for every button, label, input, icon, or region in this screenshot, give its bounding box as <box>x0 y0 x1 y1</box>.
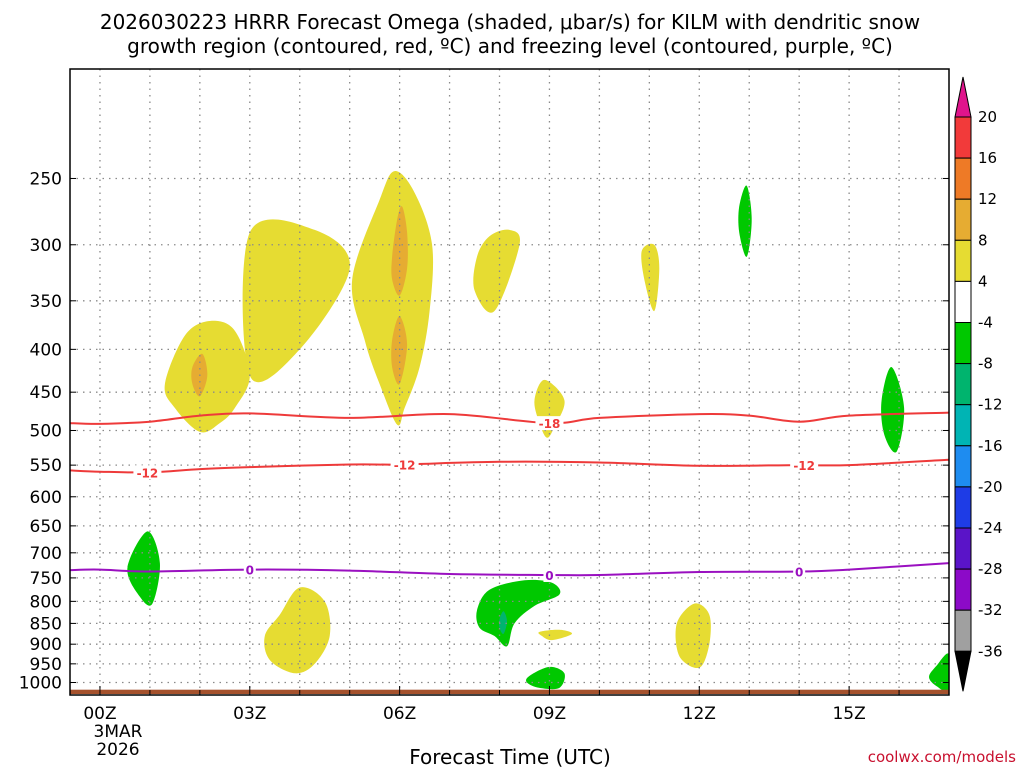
surface-terrain-band <box>70 689 949 694</box>
omega-pos-11 <box>391 206 408 296</box>
colorbar-swatch-5 <box>954 322 972 365</box>
x-tick-label-09Z: 09Z <box>533 704 566 724</box>
omega-pos-12 <box>391 316 408 385</box>
omega-neg-5 <box>526 666 565 690</box>
contour-label-dgz-lower-2: -12 <box>793 459 815 473</box>
colorbar-swatch-3 <box>954 239 972 282</box>
contour-label-dgz-lower-0: -12 <box>137 466 159 480</box>
contour-dgz-upper <box>69 411 950 425</box>
y-tick-label-600: 600 <box>30 488 62 508</box>
omega-pos-7 <box>264 587 331 674</box>
credit-text: coolwx.com/models <box>868 748 1016 766</box>
y-tick-label-550: 550 <box>30 456 62 476</box>
colorbar-label-10: -24 <box>978 519 1003 537</box>
x-tick-label-03Z: 03Z <box>233 704 266 724</box>
contour-label-bg-freezing-level-2 <box>793 564 806 579</box>
surface-terrain-layer <box>70 689 949 694</box>
x-axis-label: Forecast Time (UTC) <box>409 745 611 768</box>
y-tick-label-800: 800 <box>30 592 62 612</box>
contour-label-freezing-level-2: 0 <box>795 566 803 580</box>
y-tick-label-300: 300 <box>30 236 62 256</box>
y-tick-label-500: 500 <box>30 421 62 441</box>
colorbar-label-12: -32 <box>978 601 1003 619</box>
y-tick-label-1000: 1000 <box>19 673 62 693</box>
colorbar-swatch-4 <box>954 280 972 323</box>
colorbar-label-8: -16 <box>978 437 1003 455</box>
contour-label-bg-dgz-lower-2 <box>790 458 819 473</box>
colorbar-label-13: -36 <box>978 642 1003 660</box>
contour-label-freezing-level-1: 0 <box>545 569 553 583</box>
chart-title-line1: 2026030223 HRRR Forecast Omega (shaded, … <box>100 10 920 34</box>
colorbar-swatch-8 <box>954 445 972 488</box>
omega-neg-2 <box>738 185 752 257</box>
contour-label-dgz-upper-0: -18 <box>539 417 561 431</box>
omega-pos-9 <box>675 603 711 669</box>
y-tick-label-950: 950 <box>30 655 62 675</box>
plot-frame <box>69 68 950 696</box>
date-label-year: 2026 <box>96 740 139 760</box>
colorbar-swatch-1 <box>954 157 972 200</box>
colorbar-swatch-10 <box>954 527 972 570</box>
colorbar-label-7: -12 <box>978 396 1003 414</box>
contour-lines: -18 -12 -12 -12 0 0 0 <box>69 411 950 583</box>
contour-label-bg-dgz-lower-1 <box>390 457 419 472</box>
contour-label-dgz-lower-1: -12 <box>394 458 416 472</box>
colorbar-label-4: 4 <box>978 272 988 290</box>
x-tick-label-15Z: 15Z <box>832 704 865 724</box>
contour-label-bg-freezing-level-1 <box>543 567 556 582</box>
colorbar-swatch-12 <box>954 609 972 652</box>
omega-pos-4 <box>473 229 520 313</box>
colorbar-swatch-11 <box>954 568 972 611</box>
colorbar: 20 16 12 8 4 -4 -8 -12 -16 -20 -24 -28 -32 -36 <box>954 76 1003 692</box>
y-axis-ticks: 2503003504004505005506006507007508008509… <box>19 169 949 693</box>
y-tick-label-450: 450 <box>30 383 62 403</box>
x-tick-label-12Z: 12Z <box>683 704 716 724</box>
colorbar-swatch-9 <box>954 486 972 529</box>
omega-pos-5 <box>641 243 660 312</box>
date-label-month: 3MAR <box>94 722 143 742</box>
colorbar-label-2: 12 <box>978 190 997 208</box>
omega-pos-8 <box>538 629 573 641</box>
chart-title-line2: growth region (contoured, red, ºC) and f… <box>127 34 893 58</box>
contour-label-bg-dgz-lower-0 <box>133 465 162 480</box>
contour-freezing-level <box>69 562 950 577</box>
contour-label-bg-dgz-upper-0 <box>535 416 564 431</box>
colorbar-swatch-0 <box>954 116 972 159</box>
contour-label-freezing-level-0: 0 <box>246 564 254 578</box>
y-tick-label-400: 400 <box>30 340 62 360</box>
y-tick-label-750: 750 <box>30 569 62 589</box>
grid-lines <box>70 69 949 695</box>
omega-neg-4 <box>476 579 561 647</box>
omega-neg-1 <box>127 531 160 606</box>
colorbar-swatch-6 <box>954 363 972 406</box>
x-axis-ticks: 00Z 03Z 06Z 09Z 12Z 15Z <box>83 686 900 724</box>
y-tick-label-650: 650 <box>30 517 62 537</box>
x-tick-label-00Z: 00Z <box>83 704 116 724</box>
y-tick-label-350: 350 <box>30 292 62 312</box>
omega-pos-3 <box>351 171 434 426</box>
omega-neg-7 <box>498 611 507 635</box>
colorbar-label-0: 20 <box>978 108 997 126</box>
colorbar-bottom-arrow <box>954 650 972 692</box>
y-tick-label-900: 900 <box>30 635 62 655</box>
colorbar-label-9: -20 <box>978 478 1003 496</box>
colorbar-label-11: -28 <box>978 560 1003 578</box>
x-tick-label-06Z: 06Z <box>383 704 416 724</box>
colorbar-swatch-7 <box>954 404 972 447</box>
colorbar-label-5: -4 <box>978 314 993 332</box>
contour-label-bg-freezing-level-0 <box>243 562 256 577</box>
colorbar-label-1: 16 <box>978 149 997 167</box>
colorbar-swatch-2 <box>954 198 972 241</box>
y-tick-label-700: 700 <box>30 544 62 564</box>
y-tick-label-250: 250 <box>30 169 62 189</box>
omega-pos-2 <box>242 219 350 383</box>
colorbar-label-6: -8 <box>978 355 993 373</box>
colorbar-label-3: 8 <box>978 231 988 249</box>
y-tick-label-850: 850 <box>30 614 62 634</box>
